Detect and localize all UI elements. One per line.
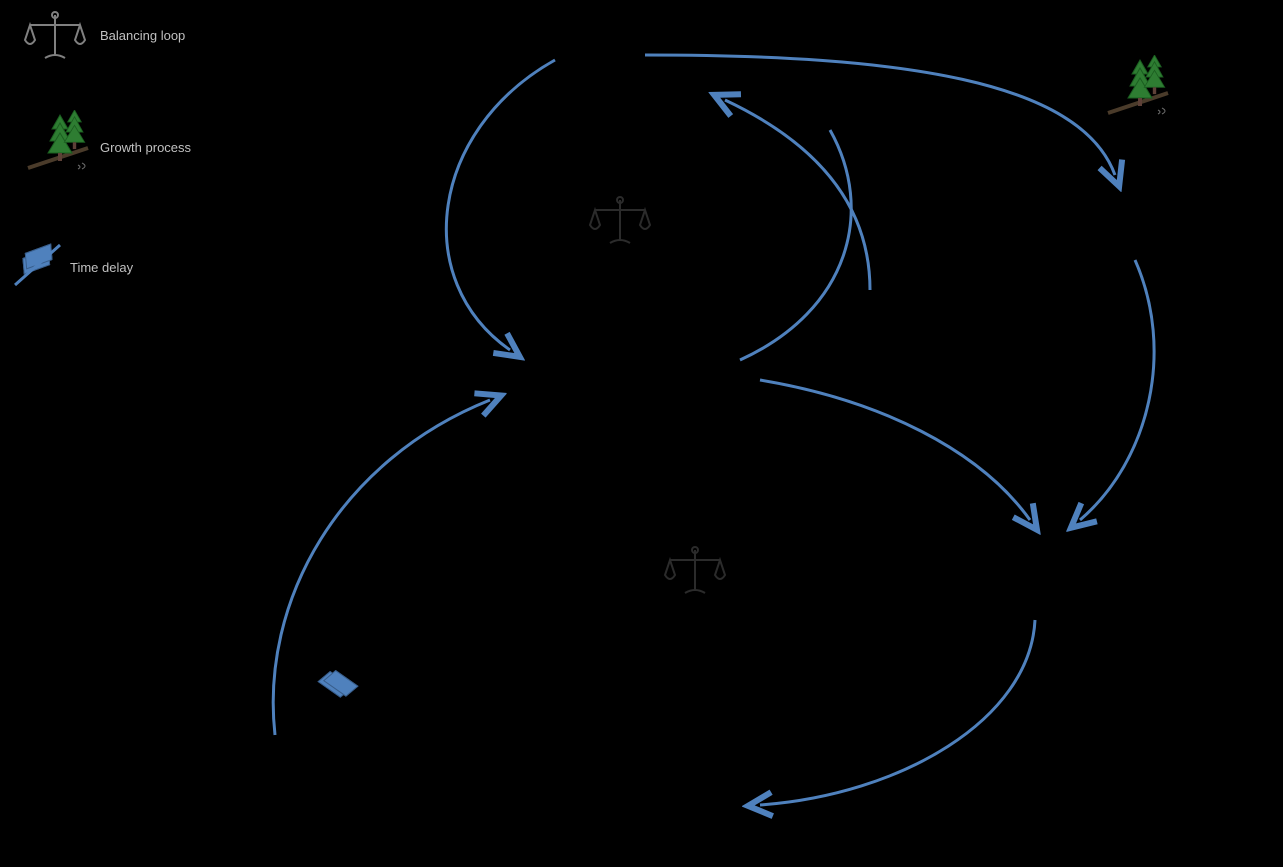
edge-right-upper-to-right-lower [1080, 260, 1154, 520]
legend-balancing-label: Balancing loop [100, 28, 185, 43]
balancing-icon-upper-loop [585, 195, 655, 250]
legend-delay-label: Time delay [70, 260, 133, 275]
edge-top-to-center-left [446, 60, 555, 350]
edge-center-to-right-lower [760, 380, 1030, 520]
edge-right-lower-to-bottom [760, 620, 1035, 805]
balancing-icon-lower-loop [660, 545, 730, 600]
delay-icon-on-edge [316, 665, 353, 700]
legend-delay-icon [17, 246, 53, 277]
growth-icon-top-right [1100, 55, 1175, 125]
edge-top-to-right-upper [645, 55, 1115, 175]
edge-center-to-top-right [740, 130, 851, 360]
diagram-stage: Balancing loop [0, 0, 1283, 867]
legend-growth-label: Growth process [100, 140, 191, 155]
edges-layer [0, 0, 1283, 867]
edge-left-lower-to-center [273, 400, 490, 735]
legend-balancing-icon [20, 10, 90, 65]
legend-growth-icon [20, 110, 95, 180]
edge-right-upper-to-top [725, 100, 870, 290]
